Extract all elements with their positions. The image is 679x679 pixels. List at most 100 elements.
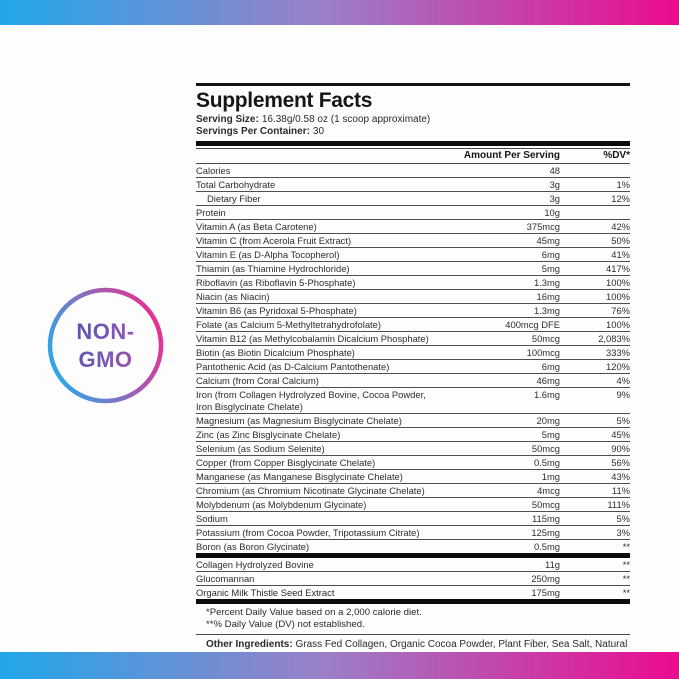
table-row: Copper (from Copper Bisglycinate Chelate… — [196, 456, 630, 471]
non-gmo-line2: GMO — [78, 346, 133, 372]
table-row: Collagen Hydrolyzed Bovine 11g ** — [196, 558, 630, 573]
nutrient-dv: 12% — [611, 192, 630, 204]
panel-top-rule — [196, 83, 630, 86]
nutrient-dv: 5% — [616, 512, 630, 524]
table-row: Organic Milk Thistle Seed Extract 175mg … — [196, 586, 630, 599]
table-row: Thiamin (as Thiamine Hydrochloride) 5mg … — [196, 262, 630, 277]
serving-size-label: Serving Size: — [196, 114, 259, 126]
table-row: Magnesium (as Magnesium Bisglycinate Che… — [196, 414, 630, 429]
nutrient-dv: 3% — [616, 526, 630, 538]
nutrient-dv: 41% — [611, 248, 630, 260]
nutrient-dv: 2,083% — [598, 332, 630, 344]
nutrient-dv: 120% — [606, 360, 630, 372]
table-row: Niacin (as Niacin) 16mg 100% — [196, 290, 630, 305]
table-row: Dietary Fiber 3g 12% — [196, 192, 630, 207]
header-thick-rule — [196, 141, 630, 147]
nutrient-dv: 9% — [616, 388, 630, 400]
bottom-thick-rule — [196, 599, 630, 605]
nutrient-name: Dietary Fiber — [207, 192, 261, 204]
nutrient-dv: 76% — [611, 304, 630, 316]
nutrient-amount: 20mg — [536, 414, 560, 426]
nutrient-amount: 0.5mg — [533, 456, 560, 468]
table-row: Vitamin E (as D-Alpha Tocopherol) 6mg 41… — [196, 248, 630, 263]
nutrient-amount: 0.5mg — [533, 540, 560, 552]
serving-size-value: 16.38g/0.58 oz (1 scoop approximate) — [261, 114, 431, 126]
nutrient-name: Niacin (as Niacin) — [196, 290, 270, 302]
table-row: Folate (as Calcium 5-Methyltetrahydrofol… — [196, 318, 630, 333]
nutrient-dv: 43% — [611, 470, 630, 482]
nutrient-rows: Calories 48 Total Carbohydrate 3g 1% Die… — [196, 164, 630, 553]
nutrient-name: Calcium (from Coral Calcium) — [196, 374, 319, 386]
nutrient-dv: 100% — [606, 290, 630, 302]
header-bottom-rule — [196, 163, 630, 165]
table-row: Manganese (as Manganese Bisglycinate Che… — [196, 470, 630, 485]
nutrient-dv: 1% — [616, 178, 630, 190]
nutrient-name: Pantothenic Acid (as D-Calcium Pantothen… — [196, 360, 390, 372]
nutrient-dv: 90% — [611, 442, 630, 454]
nutrient-amount: 4mcg — [537, 484, 560, 496]
nutrient-name: Vitamin A (as Beta Carotene) — [196, 220, 317, 232]
nutrient-name: Zinc (as Zinc Bisglycinate Chelate) — [196, 428, 341, 440]
servings-value: 30 — [312, 126, 325, 138]
footnote-rule — [196, 634, 630, 636]
table-row: Vitamin C (from Acerola Fruit Extract) 4… — [196, 234, 630, 249]
nutrient-amount: 6mg — [541, 360, 560, 372]
nutrient-amount: 16mg — [536, 290, 560, 302]
footnote-dv-not-established: **% Daily Value (DV) not established. — [206, 618, 365, 630]
nutrient-name: Boron (as Boron Glycinate) — [196, 540, 310, 552]
table-row: Calories 48 — [196, 164, 630, 179]
nutrient-amount: 115mg — [532, 512, 560, 524]
table-row: Biotin (as Biotin Dicalcium Phosphate) 1… — [196, 346, 630, 361]
footnote-daily-value: *Percent Daily Value based on a 2,000 ca… — [206, 607, 422, 619]
column-header-dv: %DV* — [603, 150, 630, 162]
nutrient-amount: 250mg — [531, 572, 560, 584]
nutrient-name: Magnesium (as Magnesium Bisglycinate Che… — [196, 414, 402, 426]
nutrient-amount: 10g — [544, 206, 560, 218]
servings-label: Servings Per Container: — [196, 126, 310, 138]
table-row: Sodium 115mg 5% — [196, 512, 630, 527]
table-row: Potassium (from Cocoa Powder, Tripotassi… — [196, 526, 630, 541]
nutrient-name: Molybdenum (as Molybdenum Glycinate) — [196, 498, 367, 510]
nutrient-amount: 5mg — [541, 262, 560, 274]
nutrient-amount: 3g — [549, 192, 560, 204]
table-row: Pantothenic Acid (as D-Calcium Pantothen… — [196, 360, 630, 375]
nutrient-name: Collagen Hydrolyzed Bovine — [196, 558, 314, 570]
table-row: Zinc (as Zinc Bisglycinate Chelate) 5mg … — [196, 428, 630, 443]
nutrient-name: Vitamin B12 (as Methylcobalamin Dicalciu… — [196, 332, 429, 344]
nutrient-amount: 125mg — [531, 526, 560, 538]
nutrient-name: Sodium — [196, 512, 228, 524]
table-row: Glucomannan 250mg ** — [196, 572, 630, 587]
nutrient-amount: 3g — [549, 178, 560, 190]
table-row: Iron (from Collagen Hydrolyzed Bovine, C… — [196, 388, 630, 415]
nutrient-dv: 111% — [607, 498, 630, 510]
nutrient-name: Vitamin E (as D-Alpha Tocopherol) — [196, 248, 340, 260]
table-row: Total Carbohydrate 3g 1% — [196, 178, 630, 193]
nutrient-amount: 50mcg — [531, 498, 560, 510]
footnotes: *Percent Daily Value based on a 2,000 ca… — [196, 604, 630, 634]
table-row: Boron (as Boron Glycinate) 0.5mg ** — [196, 540, 630, 553]
mid-thick-rule — [196, 553, 630, 559]
nutrient-amount: 48 — [549, 164, 560, 176]
nutrient-dv: 4% — [616, 374, 630, 386]
bottom-gradient-bar — [0, 652, 679, 679]
nutrient-dv: ** — [622, 558, 630, 570]
non-gmo-text: NON- GMO — [47, 287, 164, 404]
table-row: Riboflavin (as Riboflavin 5-Phosphate) 1… — [196, 276, 630, 291]
nutrient-dv: 45% — [611, 428, 630, 440]
nutrient-name: Total Carbohydrate — [196, 178, 276, 190]
other-ingredients-label: Other Ingredients: — [206, 639, 293, 651]
nutrient-amount: 6mg — [541, 248, 560, 260]
nutrient-dv: 50% — [611, 234, 630, 246]
serving-size-line: Serving Size: 16.38g/0.58 oz (1 scoop app… — [196, 114, 630, 126]
nutrient-name: Thiamin (as Thiamine Hydrochloride) — [196, 262, 350, 274]
header-thin-rule — [196, 148, 630, 150]
non-gmo-line1: NON- — [76, 319, 135, 345]
nutrient-amount: 175mg — [531, 586, 560, 598]
nutrient-amount: 400mcg DFE — [505, 318, 560, 330]
nutrient-name: Vitamin C (from Acerola Fruit Extract) — [196, 234, 352, 246]
non-gmo-badge: NON- GMO — [47, 287, 164, 404]
nutrient-name: Manganese (as Manganese Bisglycinate Che… — [196, 470, 403, 482]
table-row: Vitamin A (as Beta Carotene) 375mcg 42% — [196, 220, 630, 235]
top-gradient-bar — [0, 0, 679, 25]
nutrient-dv: ** — [622, 586, 630, 598]
